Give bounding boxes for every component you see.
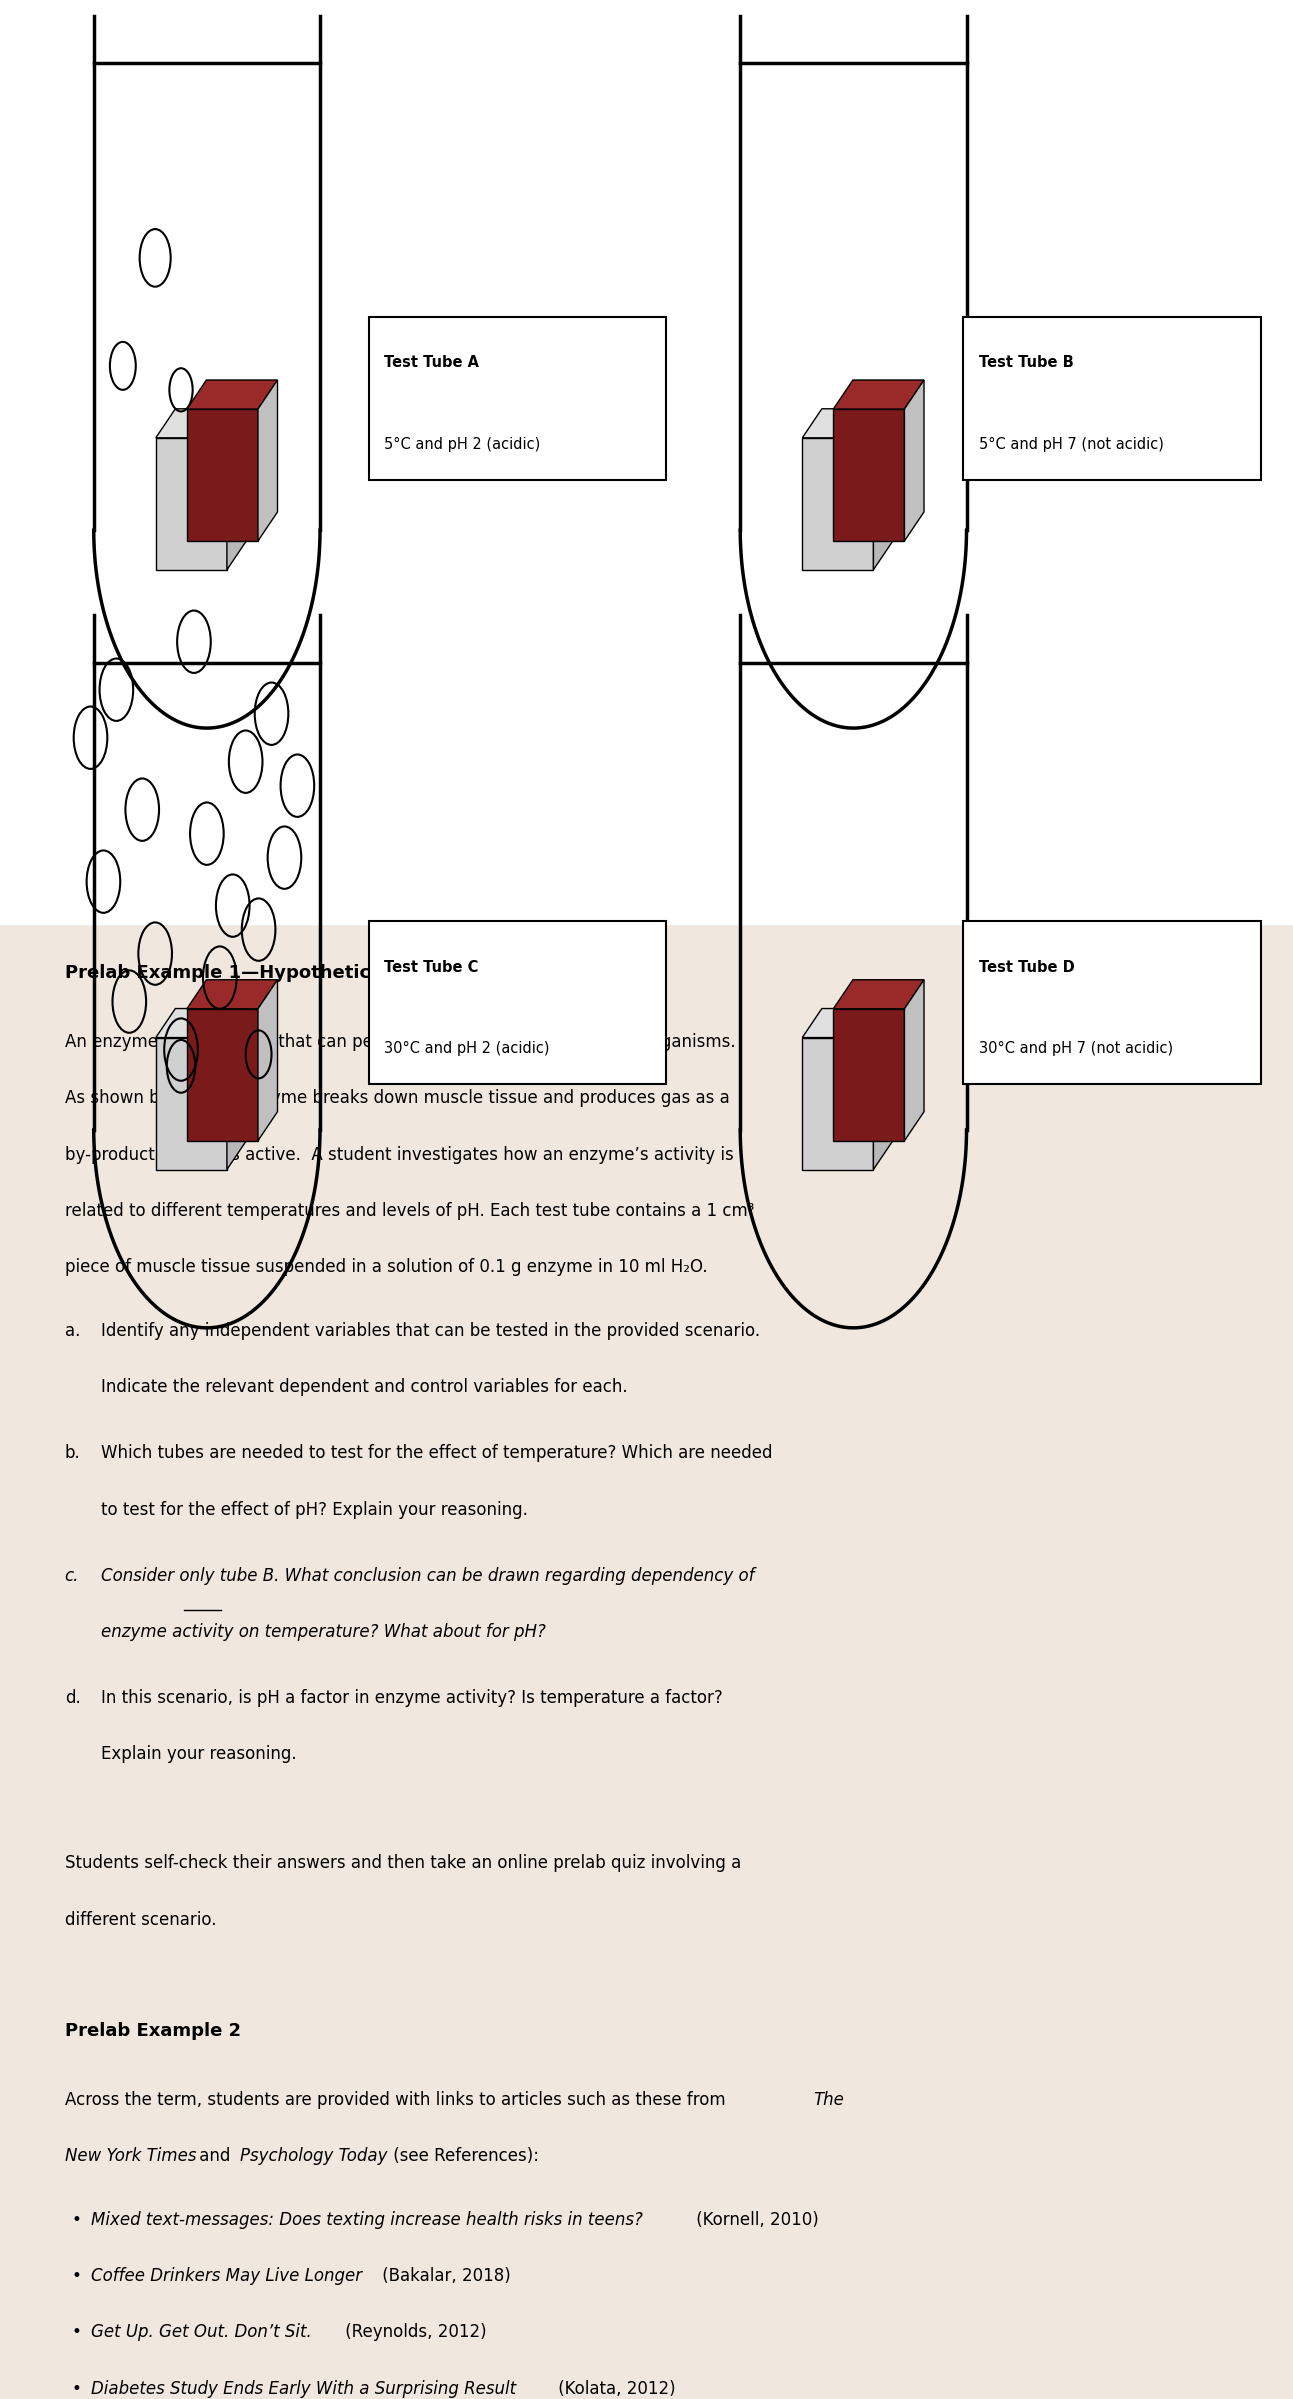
Polygon shape bbox=[156, 1036, 228, 1171]
Polygon shape bbox=[259, 379, 278, 542]
Text: In this scenario, is pH a factor in enzyme activity? Is temperature a factor?: In this scenario, is pH a factor in enzy… bbox=[101, 1689, 723, 1708]
FancyBboxPatch shape bbox=[369, 921, 666, 1084]
Text: Prelab Example 1—Hypothetical Scenario: Prelab Example 1—Hypothetical Scenario bbox=[65, 964, 482, 984]
Text: to test for the effect of pH? Explain your reasoning.: to test for the effect of pH? Explain yo… bbox=[101, 1502, 528, 1519]
Polygon shape bbox=[905, 379, 924, 542]
Polygon shape bbox=[228, 408, 247, 571]
Polygon shape bbox=[905, 979, 924, 1142]
Text: enzyme activity on temperature? What about for pH?: enzyme activity on temperature? What abo… bbox=[101, 1624, 546, 1641]
Polygon shape bbox=[187, 1008, 259, 1142]
Polygon shape bbox=[834, 408, 905, 542]
Text: As shown below, the enzyme breaks down muscle tissue and produces gas as a: As shown below, the enzyme breaks down m… bbox=[65, 1089, 729, 1108]
Text: 30°C and pH 2 (acidic): 30°C and pH 2 (acidic) bbox=[384, 1041, 550, 1056]
Polygon shape bbox=[187, 379, 278, 408]
Polygon shape bbox=[802, 1008, 893, 1036]
Text: related to different temperatures and levels of pH. Each test tube contains a 1 : related to different temperatures and le… bbox=[65, 1202, 754, 1221]
Text: Test Tube C: Test Tube C bbox=[384, 960, 478, 974]
Text: Explain your reasoning.: Explain your reasoning. bbox=[101, 1746, 296, 1763]
Text: Diabetes Study Ends Early With a Surprising Result: Diabetes Study Ends Early With a Surpris… bbox=[91, 2380, 516, 2399]
Text: Consider only tube B. What conclusion can be drawn regarding dependency of: Consider only tube B. What conclusion ca… bbox=[101, 1567, 754, 1586]
Polygon shape bbox=[834, 1008, 905, 1142]
Text: piece of muscle tissue suspended in a solution of 0.1 g enzyme in 10 ml H₂O.: piece of muscle tissue suspended in a so… bbox=[65, 1257, 707, 1276]
Polygon shape bbox=[802, 408, 893, 437]
Polygon shape bbox=[156, 408, 247, 437]
Text: The: The bbox=[813, 2092, 844, 2109]
Text: Mixed text-messages: Does texting increase health risks in teens?: Mixed text-messages: Does texting increa… bbox=[91, 2212, 643, 2229]
Text: •: • bbox=[71, 2325, 81, 2341]
FancyBboxPatch shape bbox=[963, 317, 1261, 480]
Text: Across the term, students are provided with links to articles such as these from: Across the term, students are provided w… bbox=[65, 2092, 731, 2109]
Polygon shape bbox=[156, 437, 228, 571]
Polygon shape bbox=[802, 437, 874, 571]
Polygon shape bbox=[874, 408, 893, 571]
Text: Prelab Example 2: Prelab Example 2 bbox=[65, 2022, 240, 2042]
FancyBboxPatch shape bbox=[963, 921, 1261, 1084]
Text: •: • bbox=[71, 2267, 81, 2286]
Text: (Kolata, 2012): (Kolata, 2012) bbox=[553, 2380, 675, 2399]
Text: (Reynolds, 2012): (Reynolds, 2012) bbox=[340, 2325, 486, 2341]
Polygon shape bbox=[228, 1008, 247, 1171]
Text: Identify any independent variables that can be tested in the provided scenario.: Identify any independent variables that … bbox=[101, 1322, 760, 1341]
Polygon shape bbox=[874, 1008, 893, 1171]
Text: An enzyme is a molecule that can perform specific functions in living organisms.: An enzyme is a molecule that can perform… bbox=[65, 1032, 736, 1051]
Polygon shape bbox=[187, 979, 278, 1008]
Text: Psychology Today: Psychology Today bbox=[240, 2147, 388, 2166]
Bar bbox=[0, 924, 1293, 2399]
Text: b.: b. bbox=[65, 1444, 80, 1463]
Text: (Kornell, 2010): (Kornell, 2010) bbox=[692, 2212, 820, 2229]
Text: •: • bbox=[71, 2212, 81, 2229]
Polygon shape bbox=[156, 1008, 247, 1036]
Polygon shape bbox=[187, 408, 259, 542]
Text: a.: a. bbox=[65, 1322, 80, 1341]
Text: New York Times: New York Times bbox=[65, 2147, 197, 2166]
Text: Coffee Drinkers May Live Longer: Coffee Drinkers May Live Longer bbox=[91, 2267, 362, 2286]
Polygon shape bbox=[834, 979, 924, 1008]
Text: c.: c. bbox=[65, 1567, 79, 1586]
Text: 5°C and pH 7 (not acidic): 5°C and pH 7 (not acidic) bbox=[979, 437, 1164, 451]
FancyBboxPatch shape bbox=[369, 317, 666, 480]
Text: Which tubes are needed to test for the effect of temperature? Which are needed: Which tubes are needed to test for the e… bbox=[101, 1444, 772, 1463]
Text: 30°C and pH 7 (not acidic): 30°C and pH 7 (not acidic) bbox=[979, 1041, 1173, 1056]
Polygon shape bbox=[802, 1036, 874, 1171]
Text: Test Tube A: Test Tube A bbox=[384, 355, 478, 369]
Text: by-product when it is active.  A student investigates how an enzyme’s activity i: by-product when it is active. A student … bbox=[65, 1144, 733, 1164]
Text: 5°C and pH 2 (acidic): 5°C and pH 2 (acidic) bbox=[384, 437, 540, 451]
Text: different scenario.: different scenario. bbox=[65, 1912, 216, 1929]
Text: •: • bbox=[71, 2380, 81, 2399]
Text: Test Tube B: Test Tube B bbox=[979, 355, 1073, 369]
Text: Test Tube D: Test Tube D bbox=[979, 960, 1074, 974]
Polygon shape bbox=[834, 379, 924, 408]
Text: and: and bbox=[194, 2147, 235, 2166]
Bar bbox=[0, 0, 1293, 924]
Text: Get Up. Get Out. Don’t Sit.: Get Up. Get Out. Don’t Sit. bbox=[91, 2325, 312, 2341]
Polygon shape bbox=[259, 979, 278, 1142]
Text: d.: d. bbox=[65, 1689, 80, 1708]
Text: Students self-check their answers and then take an online prelab quiz involving : Students self-check their answers and th… bbox=[65, 1854, 741, 1874]
Text: (see References):: (see References): bbox=[388, 2147, 539, 2166]
Text: (Bakalar, 2018): (Bakalar, 2018) bbox=[378, 2267, 511, 2286]
Text: Indicate the relevant dependent and control variables for each.: Indicate the relevant dependent and cont… bbox=[101, 1377, 627, 1396]
